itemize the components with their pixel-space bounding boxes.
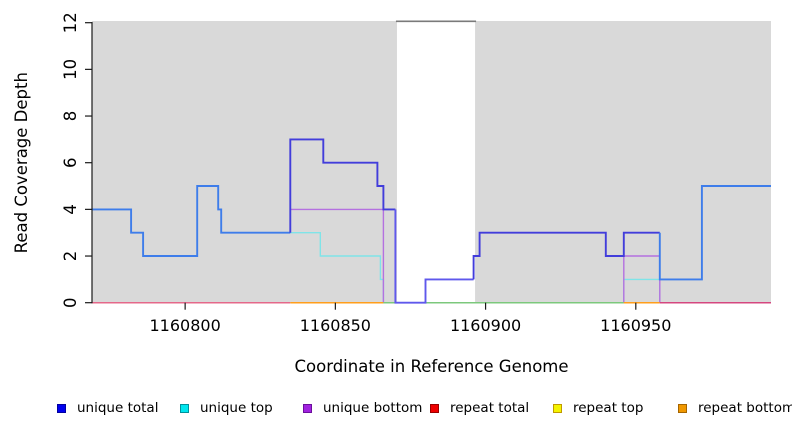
legend-label-repeat-bottom: repeat bottom (698, 400, 792, 416)
legend-item-repeat-bottom: repeat bottom (678, 399, 792, 417)
unique-total-line-d (472, 231, 660, 280)
legend-label-unique-total: unique total (77, 400, 159, 416)
legend-item-unique-bottom: unique bottom (303, 399, 422, 417)
y-tick-label: 0 (61, 297, 80, 308)
legend-swatch-repeat-top (553, 403, 562, 413)
legend-item-repeat-top: repeat top (553, 399, 643, 417)
legend-label-repeat-total: repeat total (450, 400, 530, 416)
legend-label-repeat-top: repeat top (573, 400, 644, 416)
unique-total-line-e (658, 185, 771, 281)
legend-swatch-repeat-bottom (678, 403, 687, 413)
unique-total-line-c (394, 209, 474, 304)
legend-swatch-unique-total (57, 403, 66, 413)
y-tick-label: 12 (61, 12, 80, 33)
legend: unique total unique top unique bottom repea… (0, 399, 792, 423)
y-tick-label: 8 (61, 111, 80, 122)
y-tick-label: 6 (61, 157, 80, 168)
legend-swatch-repeat-total (430, 403, 439, 413)
legend-item-unique-top: unique top (180, 399, 273, 417)
legend-item-repeat-total: repeat total (430, 399, 529, 417)
gray-band-right (475, 21, 771, 304)
unique-total-line-b (289, 138, 396, 233)
unique-total-line-a (92, 185, 291, 257)
x-tick-label: 1160850 (300, 316, 371, 335)
y-tick-label: 4 (61, 204, 80, 215)
y-tick-label: 10 (61, 59, 80, 80)
legend-label-unique-bottom: unique bottom (323, 400, 423, 416)
y-tick-label: 2 (61, 251, 80, 262)
y-axis-title: Read Coverage Depth (12, 72, 31, 253)
legend-swatch-unique-bottom (303, 403, 312, 413)
x-tick-label: 1160800 (150, 316, 221, 335)
x-tick-label: 1160900 (450, 316, 521, 335)
legend-swatch-unique-top (180, 403, 189, 413)
x-axis-title: Coordinate in Reference Genome (294, 357, 568, 376)
legend-item-unique-total: unique total (57, 399, 158, 417)
legend-label-unique-top: unique top (200, 400, 273, 416)
x-tick-label: 1160950 (600, 316, 671, 335)
